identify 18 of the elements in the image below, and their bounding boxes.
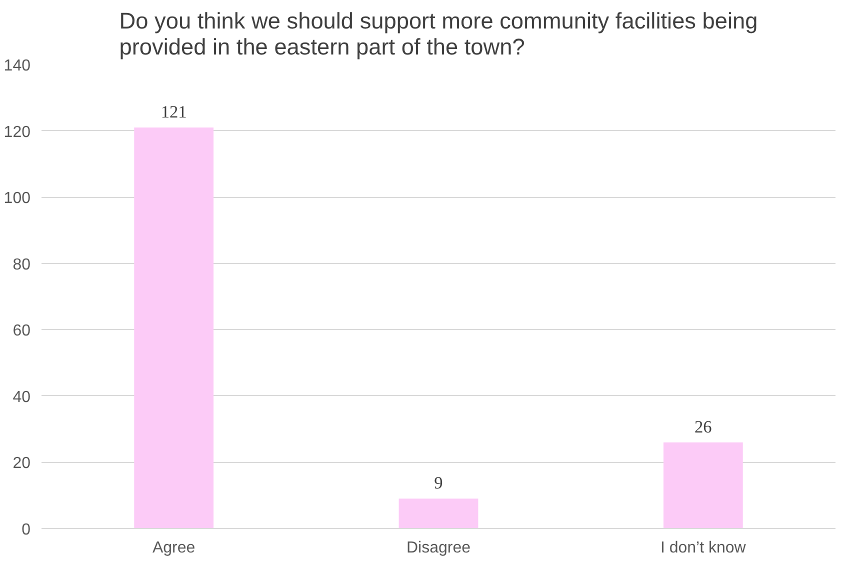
y-tick-label: 40 — [12, 388, 31, 406]
y-tick-label: 60 — [12, 322, 31, 340]
y-tick-label: 0 — [22, 522, 31, 538]
bar — [398, 498, 478, 528]
y-tick-label: 20 — [12, 455, 31, 472]
x-tick-label: I don’t know — [660, 540, 746, 556]
data-label: 9 — [434, 474, 443, 493]
bar — [134, 127, 214, 528]
y-tick-label: 80 — [12, 256, 31, 274]
x-tick-label: Agree — [152, 540, 196, 556]
y-tick-label: 100 — [4, 190, 31, 208]
y-tick-label: 140 — [4, 58, 31, 74]
chart-title: Do you think we should support more community facilities being provided in the eastern part of the town? — [119, 8, 758, 60]
data-label: 121 — [160, 102, 187, 122]
data-label: 26 — [694, 417, 712, 436]
bar — [663, 442, 743, 528]
y-tick-label: 120 — [4, 124, 31, 141]
x-tick-label: Disagree — [406, 540, 471, 556]
